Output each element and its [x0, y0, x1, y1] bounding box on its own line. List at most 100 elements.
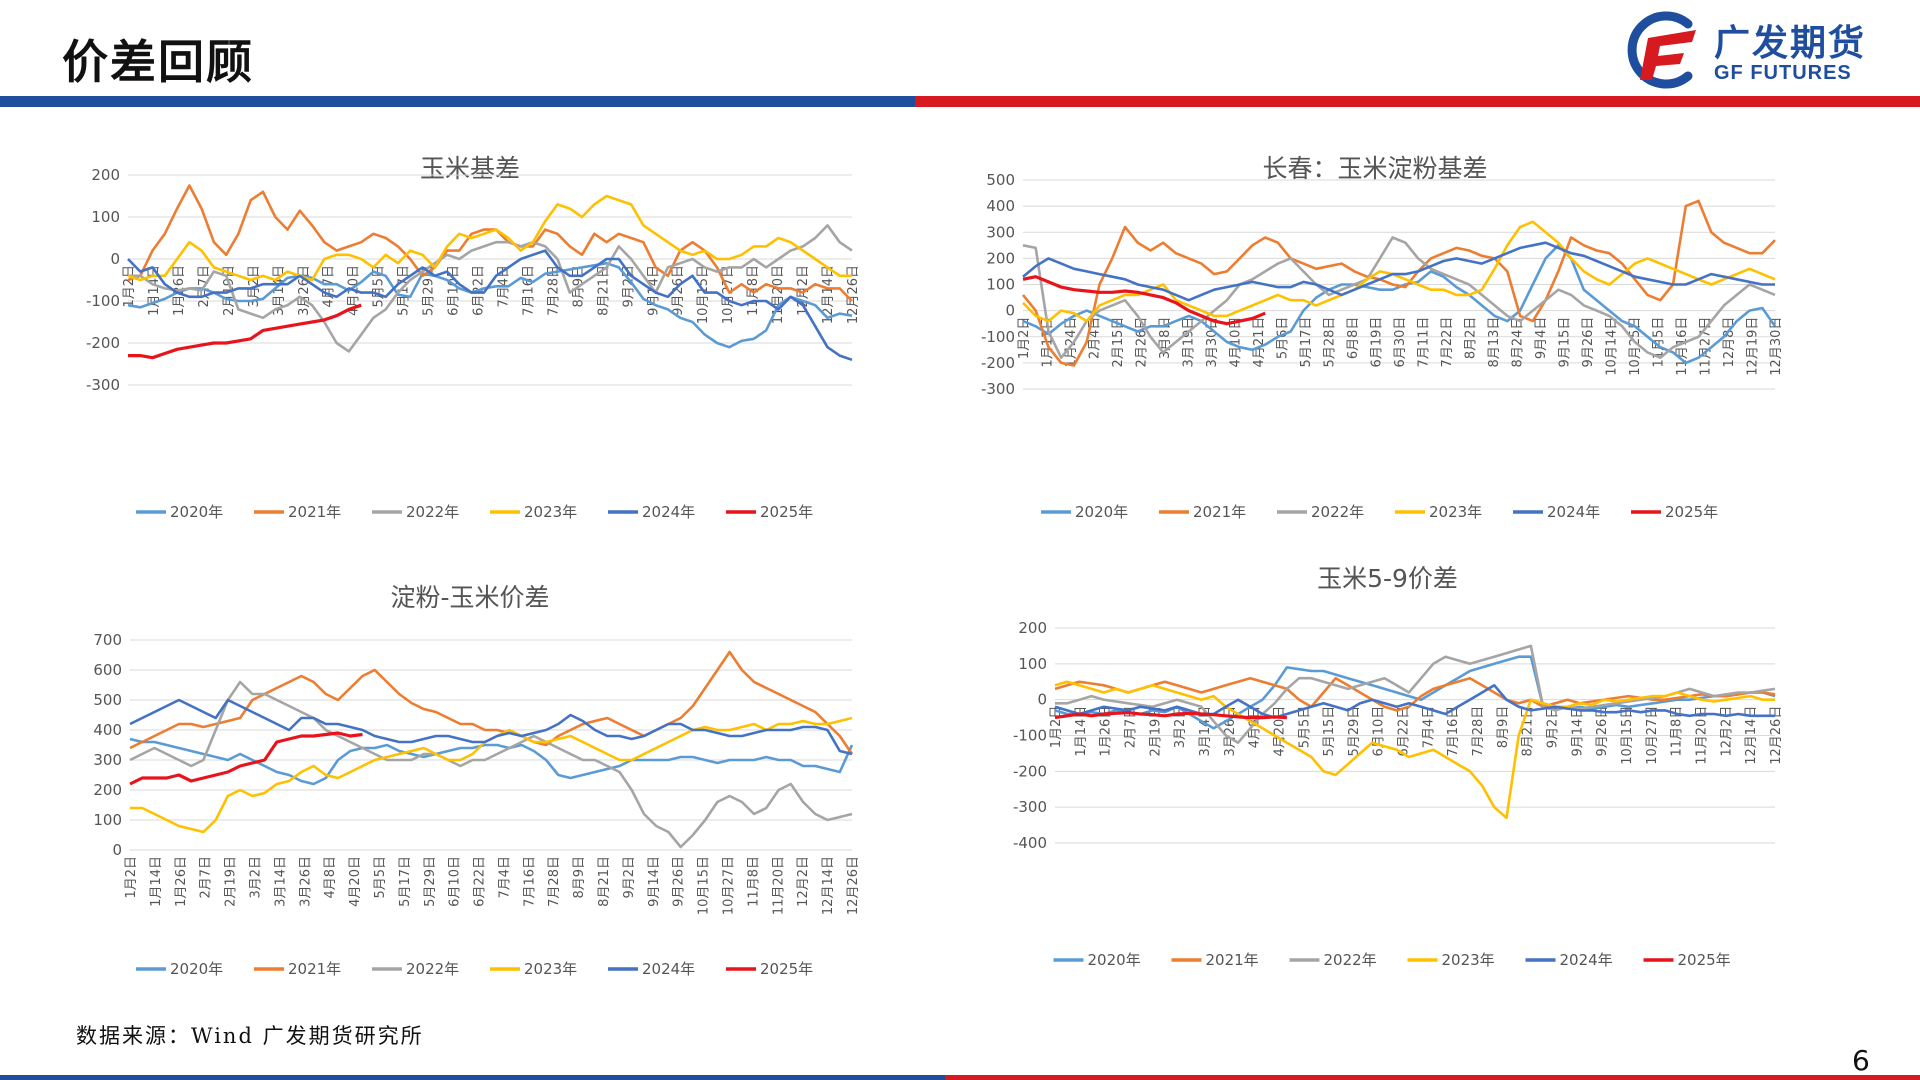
x-tick-label: 1月26日 [1099, 706, 1114, 757]
x-tick-label: 7月4日 [497, 856, 512, 899]
legend-label: 2022年 [406, 960, 459, 978]
legend-label: 2023年 [524, 960, 577, 978]
chart-svg: 长春：玉米淀粉基差 500 400 300 200 100 0 -100 -200 -300 1月2… [981, 154, 1784, 521]
y-tick-label: -200 [1013, 762, 1047, 780]
series-line [1022, 275, 1266, 326]
legend-label: 2020年 [1075, 503, 1128, 521]
x-tick-label: 11月20日 [771, 265, 786, 324]
y-tick-label: 100 [1018, 655, 1047, 673]
x-tick-label: 9月26日 [672, 856, 687, 907]
header-band-blue [0, 96, 915, 107]
x-tick-label: 7月4日 [1421, 706, 1436, 749]
gf-futures-logo: 广发期货 GF FUTURES [1618, 8, 1888, 92]
logo-english-name: GF FUTURES [1714, 62, 1852, 84]
y-tick-label: 300 [986, 223, 1015, 241]
x-tick-label: 5月5日 [373, 856, 388, 899]
series-line [129, 698, 853, 756]
legend-label: 2021年 [288, 960, 341, 978]
y-tick-label: 400 [93, 721, 122, 739]
y-tick-label: 0 [110, 250, 120, 268]
y-tick-label: 100 [93, 811, 122, 829]
x-tick-label: 11月8日 [1670, 706, 1685, 757]
x-tick-label: 1月24日 [1064, 317, 1079, 368]
series-line [1055, 644, 1776, 744]
y-tick-label: 100 [986, 276, 1015, 294]
x-tick-label: 9月26日 [1581, 317, 1596, 368]
logo-chinese-name: 广发期货 [1714, 23, 1867, 64]
x-tick-label: 5月29日 [1347, 706, 1362, 757]
legend-label: 2022年 [406, 503, 459, 521]
series-line [1021, 199, 1776, 367]
x-tick-label: 8月24日 [1511, 317, 1526, 368]
x-tick-label: 3月26日 [1223, 706, 1238, 757]
chart-title: 玉米基差 [420, 154, 520, 183]
x-tick-label: 12月19日 [1746, 317, 1761, 376]
x-tick-label: 6月10日 [1372, 706, 1387, 757]
x-tick-label: 2月19日 [1148, 706, 1163, 757]
x-tick-label: 9月4日 [1534, 317, 1549, 360]
x-tick-label: 6月30日 [1393, 317, 1408, 368]
x-tick-label: 4月21日 [1252, 317, 1267, 368]
x-tick-label: 4月7日 [322, 265, 337, 308]
x-tick-label: 11月20日 [771, 856, 786, 915]
series-line [129, 731, 363, 786]
x-tick-label: 4月20日 [348, 856, 363, 907]
x-tick-label: 5月17日 [398, 856, 413, 907]
legend-label: 2023年 [1429, 503, 1482, 521]
x-tick-label: 9月15日 [1558, 317, 1573, 368]
chart-corn-5-9-spread: 玉米5-9价差 200 100 0 -100 -200 -300 -400 1月2日 1月14日 1… [990, 565, 1785, 985]
x-tick-label: 6月19日 [1370, 317, 1385, 368]
y-tick-label: 200 [1018, 619, 1047, 637]
y-tick-label: 400 [986, 197, 1015, 215]
legend-label: 2024年 [1560, 951, 1613, 969]
y-tick-label: -100 [1013, 727, 1047, 745]
y-tick-label: 0 [1005, 302, 1015, 320]
chart-changchun-starch-basis: 长春：玉米淀粉基差 500 400 300 200 100 0 -100 -200 -300 1月2… [965, 145, 1785, 535]
x-tick-label: 12月26日 [846, 856, 860, 915]
series-line [127, 184, 853, 302]
legend-label: 2025年 [760, 960, 813, 978]
footer-band-blue [0, 1075, 945, 1080]
y-tick-label: 100 [91, 208, 120, 226]
y-tick-label: -300 [981, 380, 1015, 398]
x-tick-label: 9月2日 [1546, 706, 1561, 749]
page-title: 价差回顾 [62, 35, 254, 89]
legend-label: 2023年 [524, 503, 577, 521]
x-tick-label: 8月9日 [572, 856, 587, 899]
x-tick-label: 12月30日 [1769, 317, 1784, 376]
legend-label: 2021年 [1206, 951, 1259, 969]
x-tick-label: 1月26日 [174, 856, 189, 907]
x-tick-label: 10月15日 [697, 856, 712, 915]
legend-label: 2025年 [760, 503, 813, 521]
x-tick-label: 7月28日 [546, 265, 561, 316]
legend-label: 2024年 [642, 503, 695, 521]
x-tick-label: 12月2日 [796, 856, 811, 907]
legend-label: 2020年 [1088, 951, 1141, 969]
x-tick-label: 12月14日 [821, 856, 836, 915]
chart-title: 玉米5-9价差 [1317, 565, 1458, 593]
y-tick-label: 700 [93, 631, 122, 649]
x-tick-label: 10月15日 [696, 265, 711, 324]
x-tick-label: 10月14日 [1605, 317, 1620, 376]
gf-logo-mark [1627, 11, 1696, 89]
x-tick-label: 1月14日 [1074, 706, 1089, 757]
series-line [1054, 680, 1775, 820]
x-tick-label: 2月7日 [199, 856, 214, 899]
x-tick-label: 5月15日 [1322, 706, 1337, 757]
legend-label: 2021年 [288, 503, 341, 521]
x-tick-label: 3月14日 [272, 265, 287, 316]
x-tick-label: 8月9日 [1496, 706, 1511, 749]
chart-corn-basis: 玉米基差 200 100 0 -100 -200 -300 1月2日 1月14日 1月26日 2月7… [80, 145, 860, 535]
x-tick-label: 7月16日 [522, 856, 537, 907]
x-tick-label: 8月13日 [1487, 317, 1502, 368]
legend-label: 2022年 [1311, 503, 1364, 521]
x-tick-label: 3月30日 [1205, 317, 1220, 368]
x-tick-label: 9月26日 [1595, 706, 1610, 757]
x-tick-label: 9月2日 [622, 856, 637, 899]
x-tick-label: 1月2日 [1017, 317, 1032, 360]
y-tick-label: -100 [981, 328, 1015, 346]
x-tick-label: 6月8日 [1346, 317, 1361, 360]
series-line [129, 737, 854, 786]
legend-label: 2024年 [642, 960, 695, 978]
